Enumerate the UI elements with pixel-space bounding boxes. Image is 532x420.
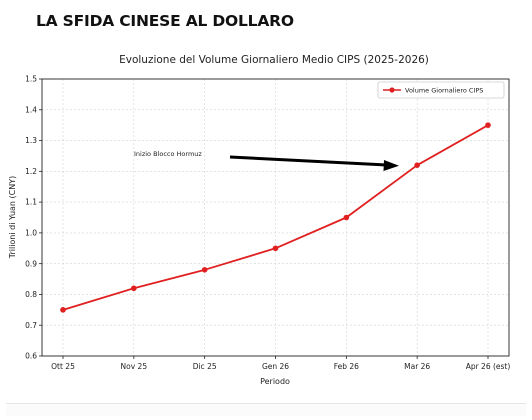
x-tick-label: Feb 26 xyxy=(334,362,359,371)
data-point xyxy=(485,122,491,128)
axis-layer: 0.6 0.7 0.8 0.9 1.0 1.1 1.2 1.3 1.4 1.5 Ott 25 Nov … xyxy=(25,75,510,371)
x-tick-label: Ott 25 xyxy=(51,362,75,371)
annotation-layer: Inizio Blocco Hormuz xyxy=(134,150,399,171)
y-tick-label: 0.9 xyxy=(25,259,37,268)
data-point xyxy=(131,285,137,292)
y-tick-label: 1.5 xyxy=(25,75,37,84)
y-axis-label: Trilioni di Yuan (CNY) xyxy=(8,176,17,260)
annotation-arrow xyxy=(229,155,387,167)
y-tick-label: 0.8 xyxy=(25,290,37,299)
grid-layer xyxy=(42,78,509,357)
data-point xyxy=(343,214,350,221)
x-tick-label: Mar 26 xyxy=(404,362,430,371)
x-tick-label: Dic 25 xyxy=(193,362,217,371)
data-point xyxy=(201,267,208,273)
y-tick-label: 0.6 xyxy=(25,352,37,361)
page-title: LA SFIDA CINESE AL DOLLARO xyxy=(36,12,294,30)
y-tick-label: 1.4 xyxy=(25,105,37,114)
y-tick-label: 1.3 xyxy=(25,136,37,145)
x-axis-label: Periodo xyxy=(260,377,290,386)
data-point xyxy=(60,307,66,313)
x-tick-label: Nov 25 xyxy=(121,362,148,371)
legend-box xyxy=(377,81,505,99)
legend-swatch-marker xyxy=(389,87,395,93)
chart-title: Evoluzione del Volume Giornaliero Medio … xyxy=(119,54,429,66)
x-tick-label: Apr 26 (est) xyxy=(466,362,511,371)
y-tick-label: 0.7 xyxy=(25,321,37,330)
data-point xyxy=(414,162,420,168)
x-tick-label: Gen 26 xyxy=(262,362,289,371)
data-point xyxy=(272,245,279,252)
series-layer xyxy=(60,122,491,313)
legend: Volume Giornaliero CIPS xyxy=(377,81,505,99)
y-tick-label: 1.0 xyxy=(25,228,37,237)
annotation-text: Inizio Blocco Hormuz xyxy=(134,150,202,158)
legend-label: Volume Giornaliero CIPS xyxy=(405,87,483,95)
annotation-arrowhead xyxy=(383,160,399,171)
y-tick-label: 1.2 xyxy=(25,167,37,176)
bottom-divider xyxy=(6,403,526,416)
y-tick-label: 1.1 xyxy=(25,198,37,207)
